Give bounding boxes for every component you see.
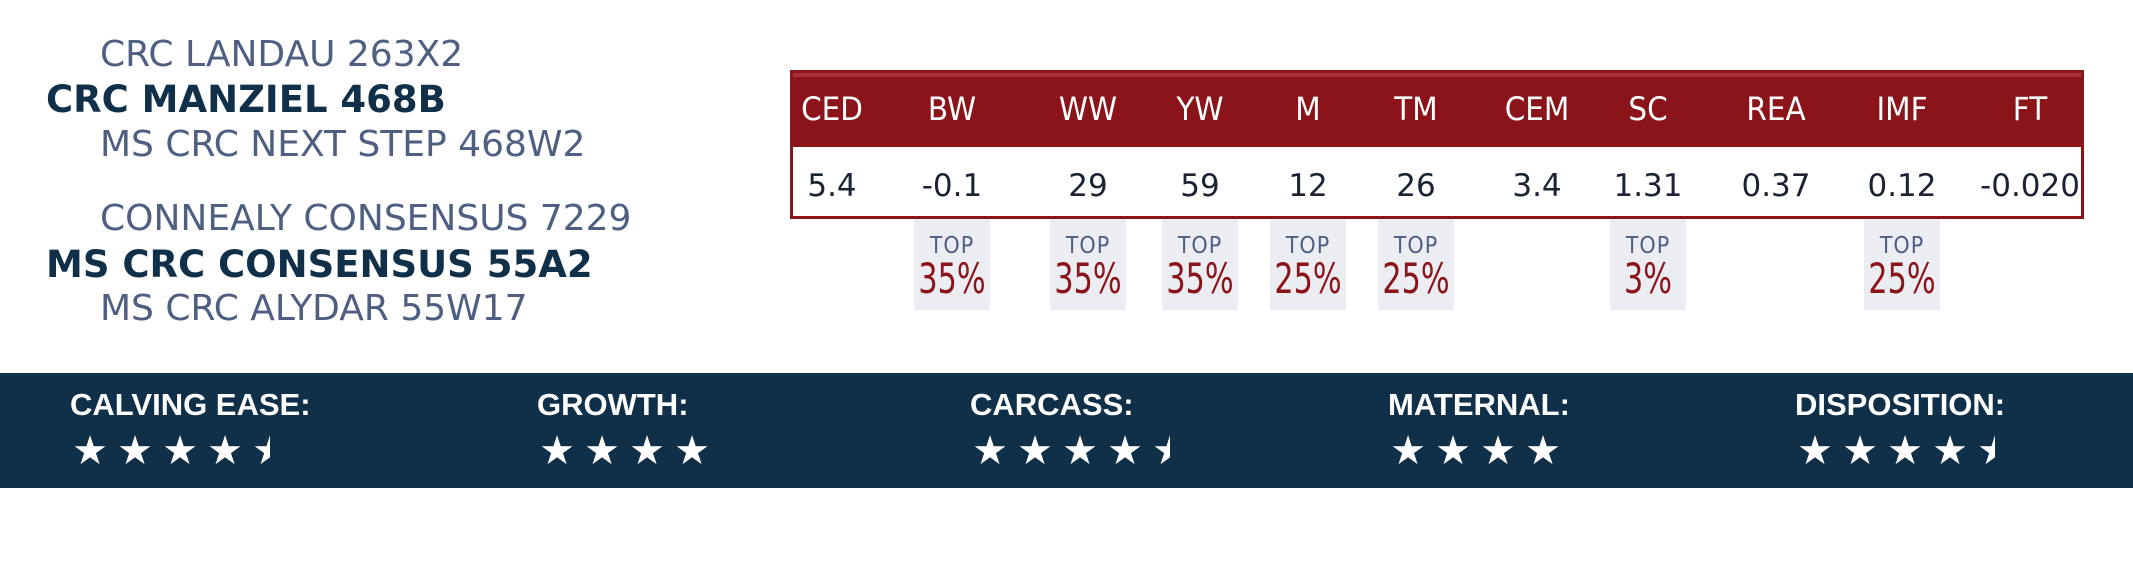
epd-col-head-ww: WW <box>1058 90 1118 128</box>
top-percent-m: 25% <box>1274 254 1342 303</box>
epd-col-head-imf: IMF <box>1876 90 1928 128</box>
star-icon: ★ <box>1107 428 1143 474</box>
ratings-band: CALVING EASE: ★ ★ ★ ★ ★ GROWTH: ★ ★ ★ ★ CARCASS: ★ ★ ★… <box>0 373 2133 488</box>
epd-value-ft: -0.020 <box>1980 168 2080 204</box>
pedigree: CRC LANDAU 263X2 CRC MANZIEL 468B MS CRC… <box>0 0 760 360</box>
epd-value-rea: 0.37 <box>1741 168 1811 204</box>
half-star-icon: ★ <box>1977 431 1995 471</box>
epd-col-head-yw: YW <box>1176 90 1224 128</box>
top-percent-imf: 25% <box>1868 254 1936 303</box>
top-label-m: TOP <box>1285 233 1331 259</box>
top-label-imf: TOP <box>1879 233 1925 259</box>
pedigree-sire-dam: MS CRC NEXT STEP 468W2 <box>100 124 586 165</box>
pedigree-dam: MS CRC CONSENSUS 55A2 <box>46 243 593 286</box>
epd-col-head-sc: SC <box>1628 90 1668 128</box>
epd-value-tm: 26 <box>1396 168 1436 204</box>
star-icon: ★ <box>584 428 620 474</box>
rating-label: GROWTH: <box>537 387 689 422</box>
star-icon: ★ <box>972 428 1008 474</box>
star-icon: ★ <box>1062 428 1098 474</box>
epd-value-sc: 1.31 <box>1613 168 1683 204</box>
top-percent-ww: 35% <box>1054 254 1122 303</box>
star-icon: ★ <box>117 428 153 474</box>
epd-table <box>790 70 2084 219</box>
pedigree-sire: CRC MANZIEL 468B <box>46 78 446 121</box>
star-icon: ★ <box>1435 428 1471 474</box>
top-label-yw: TOP <box>1177 233 1223 259</box>
star-icon: ★ <box>629 428 665 474</box>
star-rating: ★ ★ ★ ★ ★ <box>1795 431 2005 471</box>
rating-label: CARCASS: <box>970 387 1134 422</box>
rating-maternal: MATERNAL: ★ ★ ★ ★ <box>1388 387 1570 471</box>
top-percent-yw: 35% <box>1166 254 1234 303</box>
rating-calving-ease: CALVING EASE: ★ ★ ★ ★ ★ <box>70 387 311 471</box>
top-label-bw: TOP <box>929 233 975 259</box>
epd-value-yw: 59 <box>1180 168 1220 204</box>
star-rating: ★ ★ ★ ★ ★ <box>70 431 311 471</box>
epd-col-head-ft: FT <box>2012 90 2048 128</box>
epd-value-m: 12 <box>1288 168 1328 204</box>
star-rating: ★ ★ ★ ★ ★ <box>970 428 1170 474</box>
pedigree-dam-sire: CONNEALY CONSENSUS 7229 <box>100 198 632 239</box>
star-icon: ★ <box>1525 428 1561 474</box>
star-icon: ★ <box>1390 428 1426 474</box>
epd-col-head-cem: CEM <box>1504 90 1570 128</box>
top-percent-tm: 25% <box>1382 254 1450 303</box>
half-star-icon: ★ <box>1152 431 1170 471</box>
epd-col-head-ced: CED <box>801 90 863 128</box>
star-icon: ★ <box>1887 428 1923 474</box>
rating-growth: GROWTH: ★ ★ ★ ★ <box>537 387 710 474</box>
epd-header-bar <box>793 73 2081 147</box>
star-icon: ★ <box>539 428 575 474</box>
epd-col-head-bw: BW <box>927 90 977 128</box>
epd-col-head-m: M <box>1295 90 1321 128</box>
top-percent-sc: 3% <box>1624 254 1672 303</box>
rating-label: CALVING EASE: <box>70 387 311 422</box>
epd-col-head-rea: REA <box>1746 90 1806 128</box>
star-icon: ★ <box>1480 428 1516 474</box>
epd-value-ced: 5.4 <box>807 168 857 204</box>
pedigree-sire-sire: CRC LANDAU 263X2 <box>100 34 464 75</box>
rating-label: MATERNAL: <box>1388 387 1570 422</box>
rating-label: DISPOSITION: <box>1795 387 2006 422</box>
top-label-tm: TOP <box>1393 233 1439 259</box>
epd-value-bw: -0.1 <box>921 168 983 204</box>
star-icon: ★ <box>1932 428 1968 474</box>
star-rating: ★ ★ ★ ★ <box>537 428 710 474</box>
top-percent-bw: 35% <box>918 254 986 303</box>
epd-value-cem: 3.4 <box>1512 168 1562 204</box>
star-icon: ★ <box>207 428 243 474</box>
rating-carcass: CARCASS: ★ ★ ★ ★ ★ <box>970 387 1170 474</box>
epd-col-head-tm: TM <box>1394 90 1438 128</box>
star-icon: ★ <box>1017 428 1053 474</box>
pedigree-dam-dam: MS CRC ALYDAR 55W17 <box>100 288 528 329</box>
epd-value-imf: 0.12 <box>1867 168 1937 204</box>
star-icon: ★ <box>162 428 198 474</box>
top-label-ww: TOP <box>1065 233 1111 259</box>
star-icon: ★ <box>72 428 108 474</box>
star-icon: ★ <box>1842 428 1878 474</box>
top-label-sc: TOP <box>1625 233 1671 259</box>
half-star-icon: ★ <box>252 431 270 471</box>
star-icon: ★ <box>674 428 710 474</box>
epd-value-ww: 29 <box>1068 168 1108 204</box>
star-icon: ★ <box>1797 428 1833 474</box>
rating-disposition: DISPOSITION: ★ ★ ★ ★ ★ <box>1795 387 2005 471</box>
star-rating: ★ ★ ★ ★ <box>1388 431 1570 471</box>
